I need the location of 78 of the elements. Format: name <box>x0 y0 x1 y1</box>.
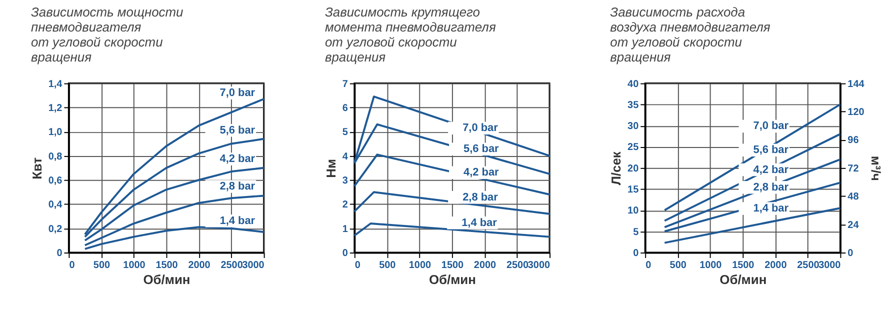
x-tick-label: 3000 <box>528 260 550 271</box>
x-tick-label: 2000 <box>764 260 788 271</box>
series-label: 2,8 bar <box>462 191 499 204</box>
y2-axis-title: м³/ч <box>868 156 884 181</box>
x-tick-label: 500 <box>93 260 110 271</box>
x-tick-label: 2500 <box>797 260 820 271</box>
y-tick-label: 5 <box>342 127 348 138</box>
x-tick-label: 1000 <box>700 260 722 271</box>
y-axis-title: Л/сек <box>608 151 624 186</box>
x-tick-label: 3000 <box>242 260 265 271</box>
series-label: 1,4 bar <box>220 214 256 227</box>
y-tick-label: 6 <box>342 102 348 114</box>
series-label: 2,8 bar <box>220 180 256 192</box>
y-tick-label: 1,2 <box>48 102 63 114</box>
y2-tick-label: 144 <box>848 78 865 90</box>
y2-tick-label: 0 <box>848 248 854 260</box>
y-axis-title: Нм <box>323 158 338 178</box>
series-label: 4,2 bar <box>464 166 500 179</box>
y-tick-label: 0 <box>56 248 63 260</box>
y-tick-label: 4 <box>342 151 348 162</box>
x-tick-label: 1500 <box>441 260 464 271</box>
y-axis-title: Квт <box>29 157 44 180</box>
x-tick-label: 2500 <box>506 260 530 271</box>
x-tick-label: 0 <box>69 260 76 271</box>
y-tick-label: 0,4 <box>48 200 63 211</box>
series-label: 7,0 bar <box>220 87 256 100</box>
y-tick-label: 35 <box>628 100 640 111</box>
series-label: 5,6 bar <box>753 144 790 156</box>
y-tick-label: 10 <box>628 206 640 217</box>
y-tick-label: 1,4 <box>48 78 63 90</box>
x-axis-title: Об/мин <box>428 272 476 287</box>
y-tick-label: 2 <box>342 200 348 211</box>
chart-title: Зависимость расхода воздуха пневмодвигателя от угловой скорости вращения <box>610 4 770 64</box>
x-axis-title: Об/мин <box>720 272 767 287</box>
x-axis-title: Об/мин <box>143 272 190 287</box>
y2-tick-label: 24 <box>848 220 860 231</box>
x-tick-label: 0 <box>646 260 652 271</box>
x-tick-label: 2500 <box>220 260 244 271</box>
x-tick-label: 0 <box>354 260 361 271</box>
x-tick-label: 1000 <box>123 260 146 271</box>
y-tick-label: 20 <box>628 163 640 174</box>
y-tick-label: 1 <box>342 224 348 235</box>
x-tick-label: 1000 <box>408 260 432 271</box>
y-tick-label: 0 <box>342 248 348 260</box>
y-tick-label: 30 <box>628 121 640 132</box>
y-tick-label: 25 <box>628 142 640 154</box>
y2-tick-label: 96 <box>848 135 860 146</box>
y-tick-label: 1,0 <box>48 127 63 138</box>
series-label: 7,0 bar <box>753 120 790 132</box>
series-label: 4,2 bar <box>753 164 790 176</box>
x-tick-label: 1500 <box>156 260 178 271</box>
series-label: 7,0 bar <box>462 122 499 134</box>
y-tick-label: 0 <box>633 248 640 260</box>
x-tick-label: 3000 <box>818 260 842 271</box>
series-label: 4,2 bar <box>220 153 256 166</box>
chart-title: Зависимость крутящего момента пневмодвигателя от угловой скорости вращения <box>324 4 496 64</box>
y-tick-label: 5 <box>633 226 640 238</box>
y-tick-label: 0,8 <box>48 151 63 162</box>
x-tick-label: 1500 <box>732 260 755 271</box>
y2-tick-label: 120 <box>848 106 865 118</box>
x-tick-label: 500 <box>379 260 396 271</box>
y-tick-label: 0,6 <box>48 175 63 186</box>
series-label: 5,6 bar <box>220 124 256 136</box>
x-tick-label: 2000 <box>474 260 497 271</box>
series-label: 1,4 bar <box>753 202 790 215</box>
y-tick-label: 15 <box>628 184 640 196</box>
y-tick-label: 3 <box>342 175 348 186</box>
series-label: 2,8 bar <box>753 181 790 194</box>
y2-tick-label: 48 <box>848 192 860 203</box>
y-tick-label: 0,2 <box>48 224 63 235</box>
y-tick-label: 7 <box>342 78 348 90</box>
chart-title: Зависимость мощности пневмодвигателя от угловой скорости вращения <box>30 4 184 64</box>
series-label: 5,6 bar <box>464 143 500 156</box>
series-label: 1,4 bar <box>462 216 498 229</box>
x-tick-label: 500 <box>670 260 687 271</box>
x-tick-label: 2000 <box>188 260 211 271</box>
y-tick-label: 40 <box>628 78 640 90</box>
y2-tick-label: 72 <box>848 163 860 174</box>
